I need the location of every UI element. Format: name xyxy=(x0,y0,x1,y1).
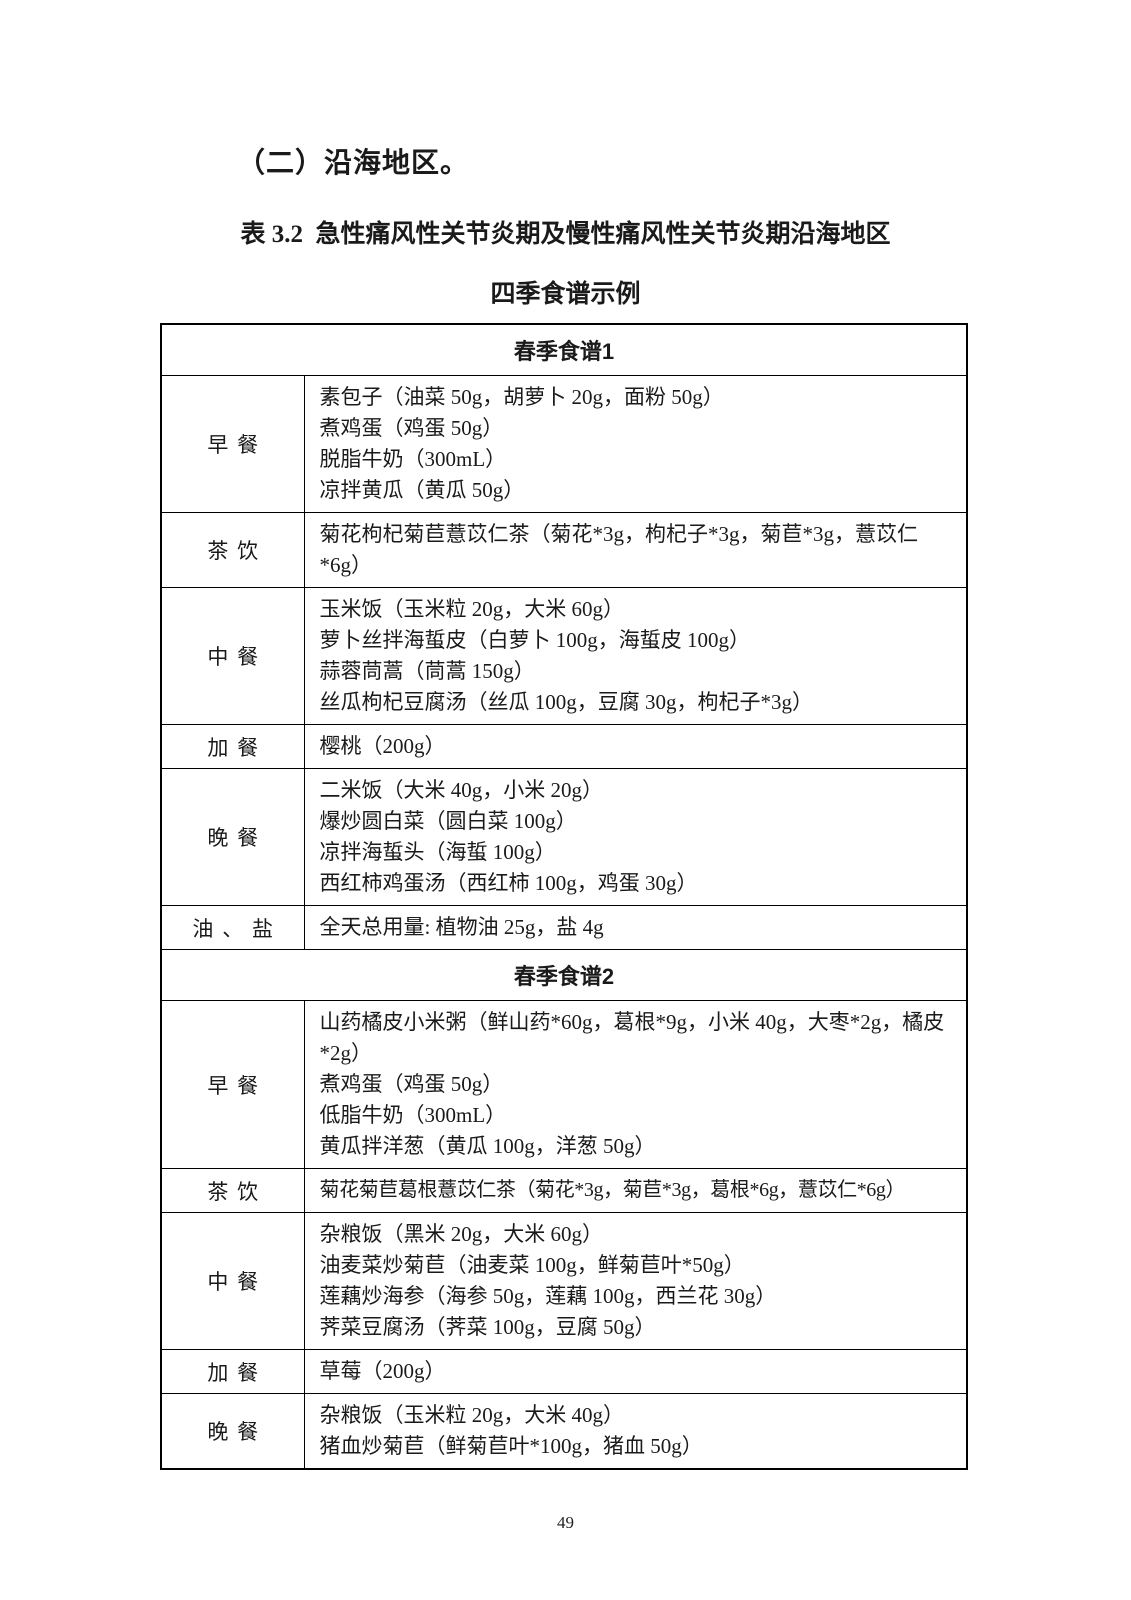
row-snack-s1: 加餐 樱桃（200g） xyxy=(160,724,968,769)
table-caption-line2: 四季食谱示例 xyxy=(490,281,641,308)
meal-items-lunch-s2: 杂粮饭（黑米 20g，大米 60g） 油麦菜炒菊苣（油麦菜 100g，鲜菊苣叶*… xyxy=(303,1212,968,1350)
recipe-table: 春季食谱1 早餐 素包子（油菜 50g，胡萝卜 20g，面粉 50g） 煮鸡蛋（… xyxy=(160,323,968,1470)
meal-label-snack-s1: 加餐 xyxy=(160,724,305,769)
page-number: 49 xyxy=(557,1513,574,1532)
row-dinner-s2: 晚餐 杂粮饭（玉米粒 20g，大米 40g） 猪血炒菊苣（鲜菊苣叶*100g，猪… xyxy=(160,1393,968,1470)
row-dinner-s1: 晚餐 二米饭（大米 40g，小米 20g） 爆炒圆白菜（圆白菜 100g） 凉拌… xyxy=(160,768,968,906)
meal-items-tea-s1: 菊花枸杞菊苣薏苡仁茶（菊花*3g，枸杞子*3g，菊苣*3g，薏苡仁*6g） xyxy=(303,512,968,588)
section2-header-row: 春季食谱2 xyxy=(160,949,968,1001)
meal-label-dinner-s2: 晚餐 xyxy=(160,1393,305,1470)
meal-label-lunch-s2: 中餐 xyxy=(160,1212,305,1350)
meal-items-snack-s2: 草莓（200g） xyxy=(303,1349,968,1394)
row-tea-s2: 茶饮 菊花菊苣葛根薏苡仁茶（菊花*3g，菊苣*3g，葛根*6g，薏苡仁*6g） xyxy=(160,1168,968,1213)
table-caption-line1: 表 3.2 急性痛风性关节炎期及慢性痛风性关节炎期沿海地区 xyxy=(240,221,891,248)
row-breakfast-s1: 早餐 素包子（油菜 50g，胡萝卜 20g，面粉 50g） 煮鸡蛋（鸡蛋 50g… xyxy=(160,375,968,513)
section1-title: 春季食谱1 xyxy=(160,323,968,376)
row-snack-s2: 加餐 草莓（200g） xyxy=(160,1349,968,1394)
meal-items-breakfast-s1: 素包子（油菜 50g，胡萝卜 20g，面粉 50g） 煮鸡蛋（鸡蛋 50g） 脱… xyxy=(303,375,968,513)
meal-label-tea-s2: 茶饮 xyxy=(160,1168,305,1213)
row-breakfast-s2: 早餐 山药橘皮小米粥（鲜山药*60g，葛根*9g，小米 40g，大枣*2g，橘皮… xyxy=(160,1000,968,1169)
meal-label-breakfast-s1: 早餐 xyxy=(160,375,305,513)
meal-items-oil-salt-s1: 全天总用量: 植物油 25g，盐 4g xyxy=(303,905,968,950)
row-lunch-s1: 中餐 玉米饭（玉米粒 20g，大米 60g） 萝卜丝拌海蜇皮（白萝卜 100g，… xyxy=(160,587,968,725)
meal-label-oil-salt-s1: 油、盐 xyxy=(160,905,305,950)
document-page: （二）沿海地区。 表 3.2 急性痛风性关节炎期及慢性痛风性关节炎期沿海地区 四… xyxy=(160,148,968,1532)
meal-items-lunch-s1: 玉米饭（玉米粒 20g，大米 60g） 萝卜丝拌海蜇皮（白萝卜 100g，海蜇皮… xyxy=(303,587,968,725)
meal-label-snack-s2: 加餐 xyxy=(160,1349,305,1394)
row-tea-s1: 茶饮 菊花枸杞菊苣薏苡仁茶（菊花*3g，枸杞子*3g，菊苣*3g，薏苡仁*6g） xyxy=(160,512,968,588)
meal-label-lunch-s1: 中餐 xyxy=(160,587,305,725)
row-lunch-s2: 中餐 杂粮饭（黑米 20g，大米 60g） 油麦菜炒菊苣（油麦菜 100g，鲜菊… xyxy=(160,1212,968,1350)
meal-items-dinner-s2: 杂粮饭（玉米粒 20g，大米 40g） 猪血炒菊苣（鲜菊苣叶*100g，猪血 5… xyxy=(303,1393,968,1470)
section1-header-row: 春季食谱1 xyxy=(160,323,968,376)
row-oil-salt-s1: 油、盐 全天总用量: 植物油 25g，盐 4g xyxy=(160,905,968,950)
meal-label-breakfast-s2: 早餐 xyxy=(160,1000,305,1169)
meal-items-snack-s1: 樱桃（200g） xyxy=(303,724,968,769)
meal-items-breakfast-s2: 山药橘皮小米粥（鲜山药*60g，葛根*9g，小米 40g，大枣*2g，橘皮*2g… xyxy=(303,1000,968,1169)
meal-label-tea-s1: 茶饮 xyxy=(160,512,305,588)
section2-title: 春季食谱2 xyxy=(160,949,968,1001)
meal-items-tea-s2: 菊花菊苣葛根薏苡仁茶（菊花*3g，菊苣*3g，葛根*6g，薏苡仁*6g） xyxy=(303,1168,968,1213)
section-heading: （二）沿海地区。 xyxy=(237,148,470,179)
meal-items-dinner-s1: 二米饭（大米 40g，小米 20g） 爆炒圆白菜（圆白菜 100g） 凉拌海蜇头… xyxy=(303,768,968,906)
meal-label-dinner-s1: 晚餐 xyxy=(160,768,305,906)
